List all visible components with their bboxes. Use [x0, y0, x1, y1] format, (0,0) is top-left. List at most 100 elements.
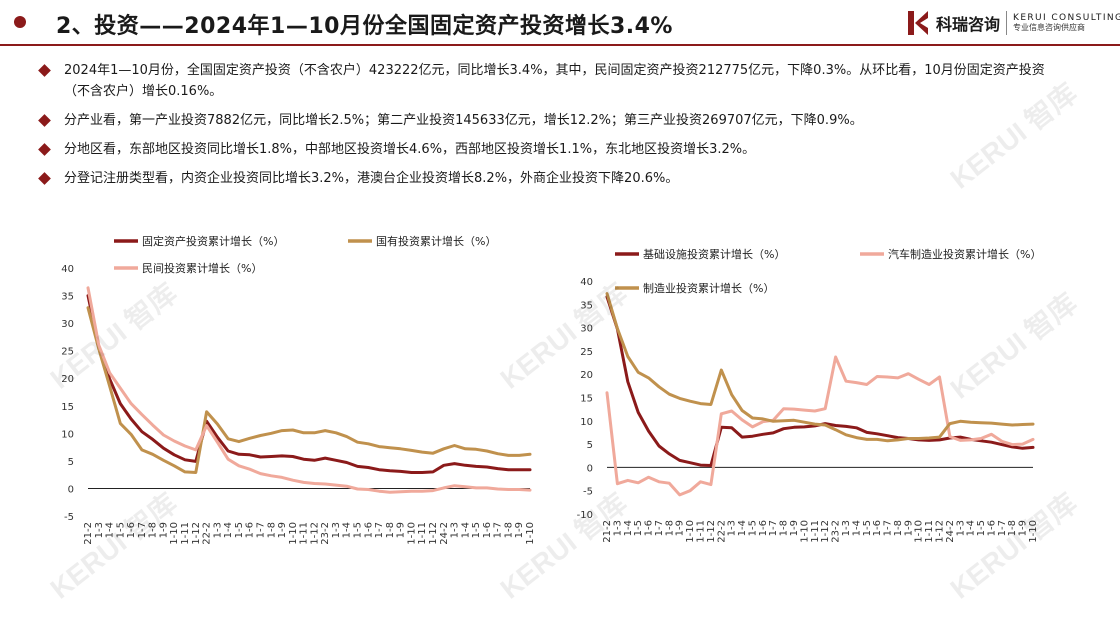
x-tick-label: 1-4 [851, 520, 862, 536]
x-tick-label: 23-2 [320, 522, 331, 545]
x-tick-label: 1-11 [924, 520, 935, 543]
x-tick-label: 1-9 [514, 522, 525, 538]
x-tick-label: 1-9 [675, 520, 686, 536]
series-line [86, 294, 532, 474]
y-tick-label: 25 [61, 347, 74, 358]
logo-name: 科瑞咨询 [936, 15, 1001, 34]
x-tick-label: 1-8 [664, 520, 675, 536]
legend-label: 国有投资累计增长（%） [376, 234, 496, 248]
x-tick-label: 1-7 [768, 520, 779, 536]
x-tick-label: 1-6 [126, 522, 137, 538]
title-divider [0, 44, 1120, 46]
x-tick-label: 1-7 [255, 522, 266, 538]
y-tick-label: 35 [580, 300, 593, 311]
x-tick-label: 1-11 [696, 520, 707, 543]
x-tick-label: 1-8 [385, 522, 396, 538]
x-tick-label: 21-2 [83, 522, 94, 545]
y-tick-label: 0 [587, 463, 593, 474]
x-tick-label: 1-11 [299, 522, 310, 545]
x-tick-label: 1-10 [685, 520, 696, 543]
series-line [605, 355, 1035, 497]
diamond-bullet-icon [38, 172, 51, 185]
x-tick-label: 1-5 [115, 522, 126, 538]
x-tick-label: 1-4 [223, 522, 234, 538]
x-tick-label: 24-2 [945, 520, 956, 543]
x-tick-label: 1-5 [353, 522, 364, 538]
y-tick-label: 0 [68, 484, 74, 495]
title-bullet-dot [14, 16, 26, 28]
x-tick-label: 1-3 [955, 520, 966, 536]
kerui-logo-icon [906, 9, 932, 37]
x-tick-label: 1-5 [234, 522, 245, 538]
x-tick-label: 1-3 [612, 520, 623, 536]
x-tick-label: 1-12 [191, 522, 202, 545]
bullet-text: 分登记注册类型看，内资企业投资同比增长3.2%，港澳台企业投资增长8.2%，外商… [64, 171, 679, 186]
series-line [86, 306, 532, 474]
diamond-bullet-icon [38, 114, 51, 127]
y-tick-label: 10 [61, 429, 74, 440]
bullet-item: 2024年1—10月份，全国固定资产投资（不含农户）423222亿元，同比增长3… [38, 60, 1070, 102]
x-tick-label: 1-5 [862, 520, 873, 536]
x-tick-label: 1-7 [654, 520, 665, 536]
x-tick-label: 1-10 [914, 520, 925, 543]
x-tick-label: 1-3 [212, 522, 223, 538]
x-tick-label: 1-6 [245, 522, 256, 538]
bullet-item: 分地区看，东部地区投资同比增长1.8%，中部地区投资增长4.6%，西部地区投资增… [38, 139, 1070, 160]
series-line [86, 286, 532, 494]
x-tick-label: 1-6 [363, 522, 374, 538]
x-tick-label: 1-7 [137, 522, 148, 538]
y-tick-label: 35 [61, 292, 74, 303]
x-tick-label: 1-8 [779, 520, 790, 536]
x-tick-label: 22-2 [202, 522, 213, 545]
x-tick-label: 1-11 [180, 522, 191, 545]
x-tick-label: 1-5 [747, 520, 758, 536]
y-tick-label: 30 [61, 319, 74, 330]
legend-label: 民间投资累计增长（%） [142, 261, 262, 275]
x-tick-label: 1-9 [903, 520, 914, 536]
x-tick-label: 1-9 [158, 522, 169, 538]
x-tick-label: 1-4 [966, 520, 977, 536]
x-tick-label: 1-10 [288, 522, 299, 545]
bullet-text: 2024年1—10月份，全国固定资产投资（不含农户）423222亿元，同比增长3… [64, 63, 1045, 99]
x-tick-label: 1-8 [1007, 520, 1018, 536]
x-tick-label: 23-2 [831, 520, 842, 543]
x-tick-label: 1-8 [503, 522, 514, 538]
diamond-bullet-icon [38, 143, 51, 156]
bullet-list: 2024年1—10月份，全国固定资产投资（不含农户）423222亿元，同比增长3… [38, 60, 1070, 197]
y-tick-label: 40 [580, 277, 593, 288]
y-tick-label: 20 [61, 374, 74, 385]
x-tick-label: 1-6 [758, 520, 769, 536]
y-tick-label: -5 [64, 512, 74, 523]
x-tick-label: 1-7 [997, 520, 1008, 536]
x-tick-label: 1-3 [331, 522, 342, 538]
y-tick-label: -5 [583, 487, 593, 498]
logo-english-block: KERUI CONSULTING 专业信息咨询供应商 [1013, 13, 1120, 33]
x-tick-label: 1-7 [374, 522, 385, 538]
x-tick-label: 1-8 [148, 522, 159, 538]
x-tick-label: 1-10 [525, 522, 536, 545]
x-tick-label: 1-3 [450, 522, 461, 538]
x-tick-label: 1-8 [266, 522, 277, 538]
x-tick-label: 1-12 [934, 520, 945, 543]
x-tick-label: 1-10 [169, 522, 180, 545]
x-tick-label: 1-7 [493, 522, 504, 538]
x-tick-label: 22-2 [716, 520, 727, 543]
x-tick-label: 1-9 [1018, 520, 1029, 536]
x-tick-label: 1-6 [644, 520, 655, 536]
brand-logo: 科瑞咨询 KERUI CONSULTING 专业信息咨询供应商 [906, 8, 1120, 38]
x-tick-label: 1-10 [799, 520, 810, 543]
x-tick-label: 1-6 [482, 522, 493, 538]
x-tick-label: 1-11 [417, 522, 428, 545]
legend-label: 固定资产投资累计增长（%） [142, 234, 284, 248]
x-tick-label: 1-3 [841, 520, 852, 536]
x-tick-label: 1-10 [406, 522, 417, 545]
x-tick-label: 1-9 [277, 522, 288, 538]
x-tick-label: 1-12 [820, 520, 831, 543]
x-tick-label: 1-6 [872, 520, 883, 536]
bullet-text: 分地区看，东部地区投资同比增长1.8%，中部地区投资增长4.6%，西部地区投资增… [64, 142, 756, 157]
x-tick-label: 1-7 [883, 520, 894, 536]
y-tick-label: -10 [577, 510, 593, 521]
x-tick-label: 1-3 [94, 522, 105, 538]
